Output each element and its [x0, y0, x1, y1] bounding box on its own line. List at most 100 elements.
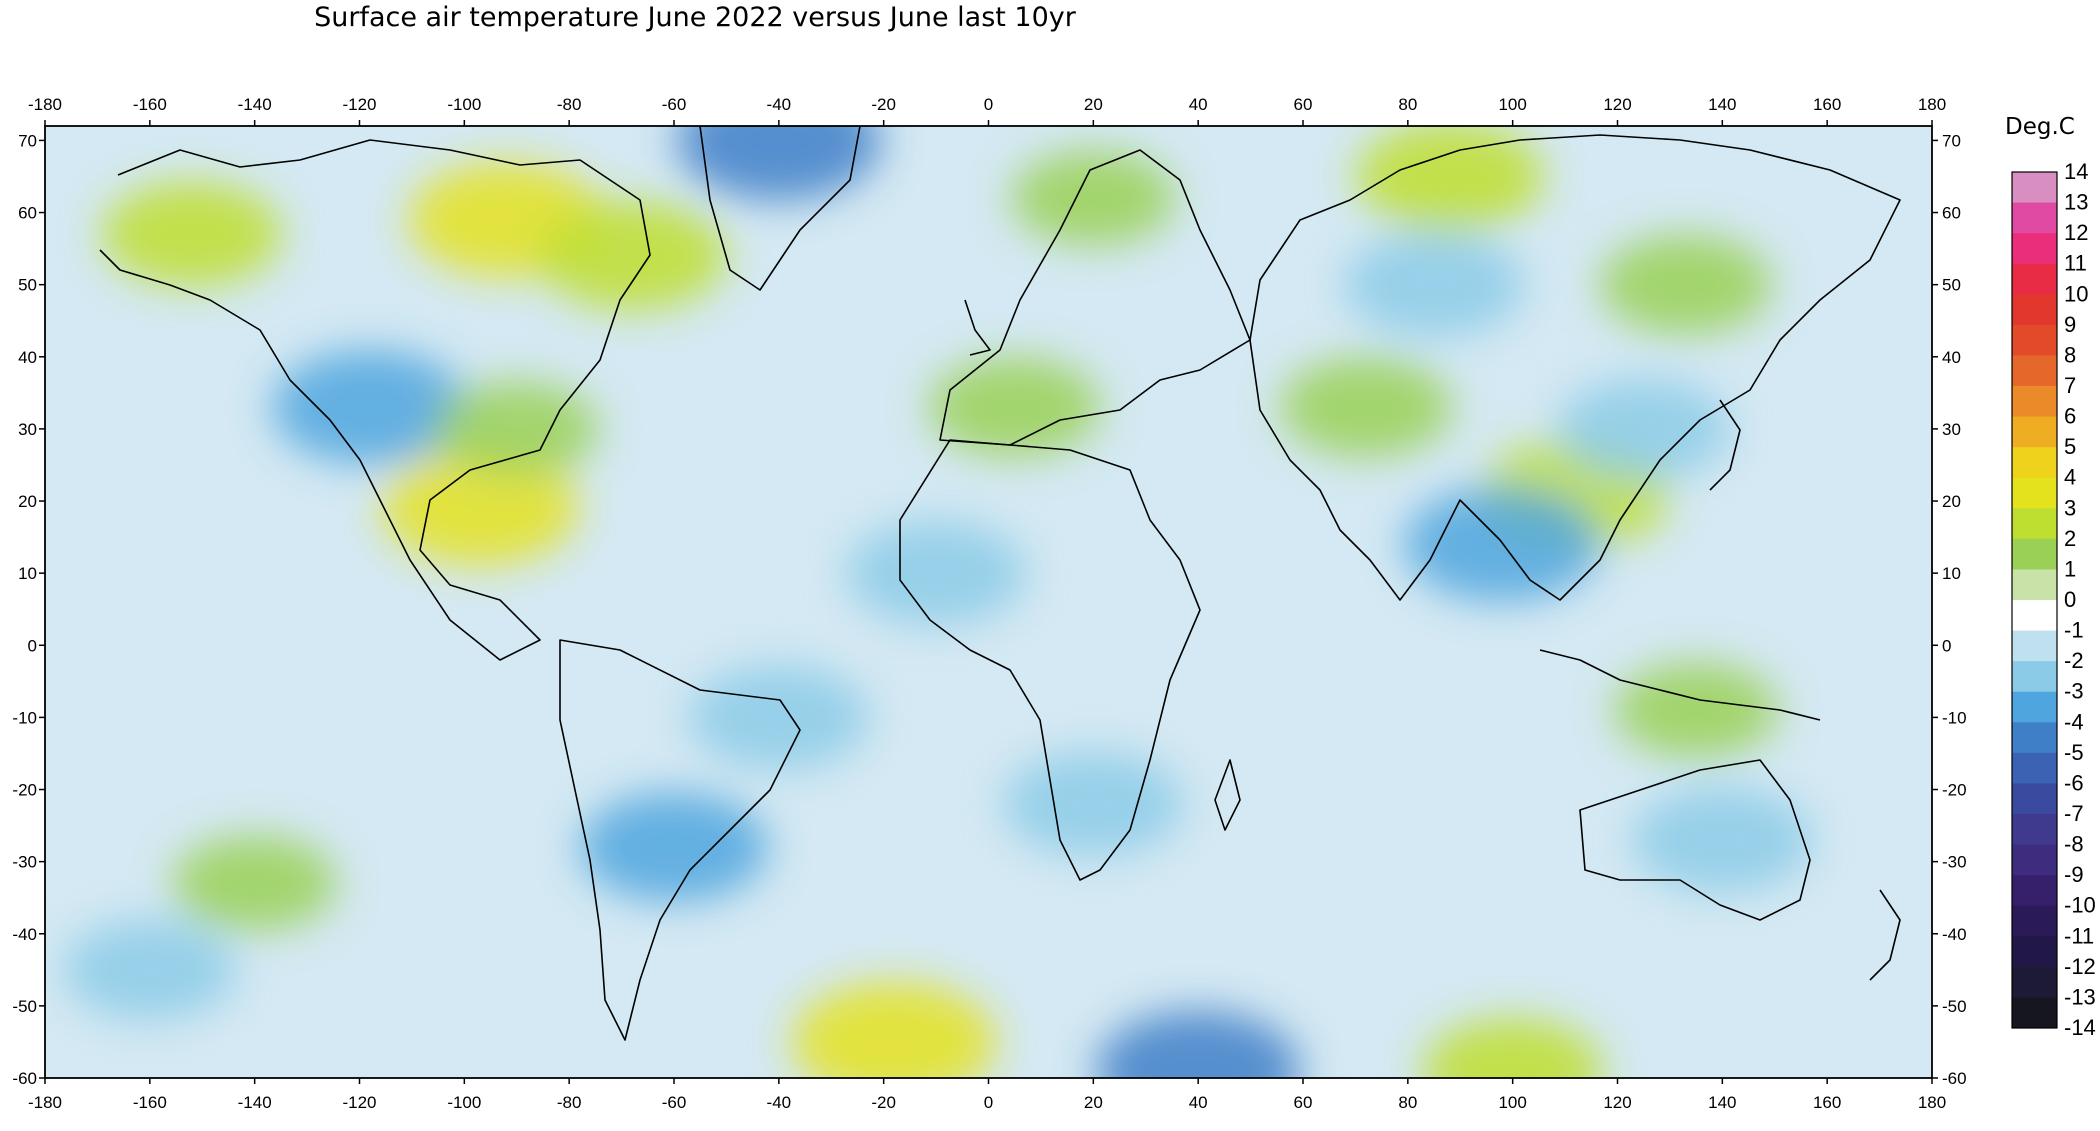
lon-label-bottom: -120	[342, 1093, 376, 1112]
lon-label-top: -80	[557, 95, 582, 114]
uk-outline	[964, 299, 991, 356]
lon-label-top: 60	[1294, 95, 1313, 114]
anomaly-region	[676, 126, 881, 201]
anomaly-region	[1011, 150, 1176, 246]
africa-outline	[899, 439, 1201, 881]
map-title: Surface air temperature June 2022 versus…	[314, 2, 1076, 33]
colorbar-label: 11	[2064, 251, 2087, 276]
colorbar-band	[2012, 875, 2057, 907]
anomaly-region	[1344, 232, 1525, 338]
colorbar-label: 8	[2064, 342, 2076, 367]
colorbar-label: 6	[2064, 404, 2076, 429]
colorbar-label: -7	[2064, 801, 2084, 826]
anomaly-region	[580, 792, 768, 903]
colorbar-label: 3	[2064, 495, 2076, 520]
colorbar-band	[2012, 202, 2057, 234]
lat-label-left: 20	[18, 492, 37, 511]
colorbar-label: 9	[2064, 312, 2076, 337]
anomaly-region	[1404, 486, 1601, 602]
lon-label-top: 80	[1398, 95, 1417, 114]
anomaly-region	[434, 381, 599, 477]
lat-label-left: -30	[12, 853, 37, 872]
lon-label-top: -40	[767, 95, 792, 114]
colorbar-band	[2012, 324, 2057, 356]
colorbar-band	[2012, 814, 2057, 846]
lon-label-bottom: 180	[1918, 1093, 1946, 1112]
colorbar-title: Deg.C	[2005, 114, 2075, 140]
axis-ticks	[39, 120, 1938, 1084]
anomaly-region	[1557, 378, 1730, 479]
colorbar-label: -1	[2064, 618, 2084, 643]
lon-label-top: 40	[1189, 95, 1208, 114]
lon-label-top: -100	[447, 95, 481, 114]
anomaly-region	[1422, 1018, 1603, 1078]
anomaly-region	[846, 520, 1027, 626]
lon-label-bottom: 100	[1498, 1093, 1526, 1112]
colorbar-label: -13	[2064, 984, 2096, 1009]
colorbar-band	[2012, 355, 2057, 387]
anomaly-region	[271, 349, 468, 465]
indonesia-outline	[1539, 649, 1821, 721]
colorbar: 14131211109876543210-1-2-3-4-5-6-7-8-9-1…	[2011, 159, 2096, 1040]
colorbar-label: 13	[2064, 190, 2088, 215]
madagascar-outline	[1214, 759, 1241, 831]
lon-label-top: 20	[1084, 95, 1103, 114]
lon-label-bottom: -80	[557, 1093, 582, 1112]
colorbar-label: 5	[2064, 434, 2076, 459]
colorbar-band	[2012, 783, 2057, 815]
lon-label-bottom: 40	[1189, 1093, 1208, 1112]
japan-outline	[1709, 399, 1741, 491]
lon-label-bottom: 80	[1398, 1093, 1417, 1112]
anomaly-field	[45, 126, 1932, 1078]
lon-label-top: 180	[1918, 95, 1946, 114]
lon-label-bottom: -100	[447, 1093, 481, 1112]
colorbar-label: 1	[2064, 556, 2076, 581]
lat-label-left: 70	[18, 131, 37, 150]
colorbar-label: -8	[2064, 832, 2084, 857]
anomaly-region	[172, 835, 337, 931]
colorbar-band	[2012, 844, 2057, 876]
greenland-outline	[699, 126, 861, 291]
lat-label-right: -30	[1942, 853, 1967, 872]
colorbar-label: -9	[2064, 862, 2084, 887]
colorbar-band	[2012, 966, 2057, 998]
colorbar-label: 0	[2064, 587, 2076, 612]
colorbar-band	[2012, 691, 2057, 723]
lat-label-right: 10	[1942, 564, 1961, 583]
colorbar-band	[2012, 752, 2057, 784]
anomaly-region	[1599, 234, 1772, 335]
lat-label-left: 0	[28, 636, 37, 655]
colorbar-band	[2012, 569, 2057, 601]
anomaly-region	[1096, 1010, 1301, 1078]
colorbar-label: -10	[2064, 893, 2096, 918]
lon-label-top: 100	[1498, 95, 1526, 114]
lon-label-bottom: 120	[1603, 1093, 1631, 1112]
anomaly-region	[1279, 357, 1452, 458]
colorbar-band	[2012, 263, 2057, 295]
north-america-outline	[99, 139, 651, 661]
colorbar-band	[2012, 416, 2057, 448]
lat-label-right: 0	[1942, 636, 1951, 655]
lat-label-right: -40	[1942, 925, 1967, 944]
lat-label-left: -50	[12, 997, 37, 1016]
colorbar-band	[2012, 936, 2057, 968]
anomaly-region	[1003, 751, 1184, 857]
colorbar-band	[2012, 538, 2057, 570]
colorbar-label: 12	[2064, 220, 2088, 245]
lon-label-bottom: -60	[662, 1093, 687, 1112]
lon-label-top: 120	[1603, 95, 1631, 114]
anomaly-region	[1614, 662, 1779, 758]
colorbar-label: -6	[2064, 770, 2084, 795]
lon-label-bottom: -40	[767, 1093, 792, 1112]
colorbar-label: -11	[2064, 923, 2094, 948]
colorbar-band	[2012, 294, 2057, 326]
colorbar-label: -5	[2064, 740, 2084, 765]
lon-label-bottom: 20	[1084, 1093, 1103, 1112]
colorbar-frame	[2011, 171, 2058, 1029]
colorbar-label: 14	[2064, 159, 2088, 184]
lat-label-right: -20	[1942, 781, 1967, 800]
continent-outlines	[99, 126, 1901, 1041]
colorbar-label: 10	[2064, 281, 2088, 306]
anomaly-region	[63, 919, 236, 1020]
